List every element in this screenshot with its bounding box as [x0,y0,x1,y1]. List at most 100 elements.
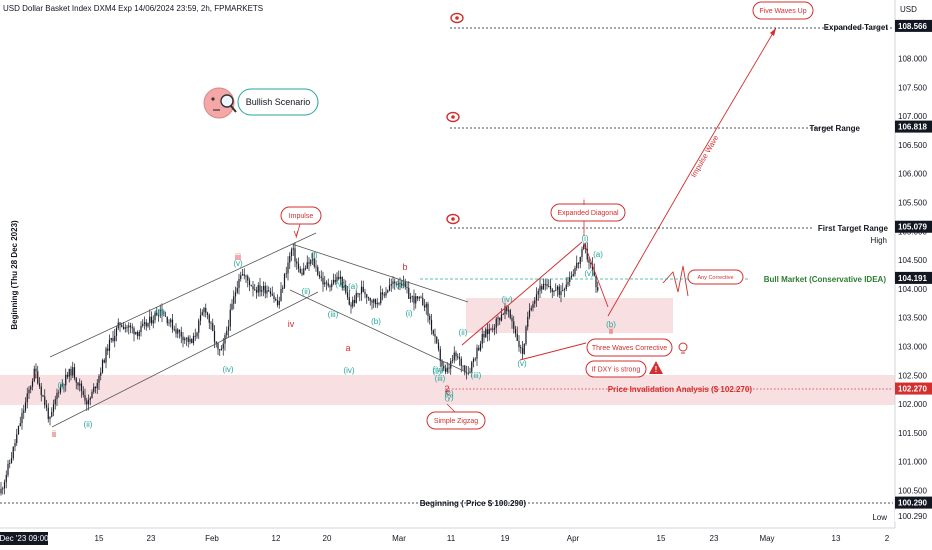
candle-body [495,318,497,328]
candle-body [266,290,268,294]
candle-body [467,372,469,374]
candle-body [203,307,205,313]
candle-body [52,404,55,412]
eye-icon-pupil [455,16,459,20]
candle-body [586,248,588,260]
candle-body [553,290,555,292]
candle-body [271,293,273,296]
candle-body [444,368,447,372]
candle-body [492,328,494,330]
candle-body [339,276,342,279]
candle-body [82,391,84,395]
candle-body [562,289,564,292]
any-corrective-callout: Any Corrective [697,275,733,281]
candle-body [287,262,289,274]
candle-body [516,333,518,342]
candle-body [331,283,333,288]
candle-body [229,309,231,327]
three-waves-callout: Three Waves Corrective [592,345,667,352]
candle-body [47,407,49,420]
y-tick-label: 101.500 [898,429,927,438]
corrective-zigzag [662,265,689,297]
candle-body [79,383,81,386]
candle-body [560,291,562,296]
wave-label-red: 2 [444,384,449,394]
candle-body [576,262,578,268]
candle-body [289,255,291,263]
candle-body [12,446,14,459]
candle-body [406,287,408,288]
time-axis: Dec '23 09:00 15 23 Feb 12 20 Mar 11 19 Apr 15 23 Ma… [0,527,895,545]
wave-label-teal: (v) [233,259,243,268]
candle-body [306,262,308,269]
candle-body [9,462,11,464]
candle-body [583,245,585,250]
candle-body [236,287,238,293]
any-corrective-callout-box [687,269,744,285]
candle-body [497,317,499,319]
impulse-arrow-head [770,28,776,36]
channel-lower-mid [289,289,467,373]
candle-body [135,331,137,335]
candle-body [465,372,468,374]
chart-title: USD Dollar Basket Index DXM4 Exp 14/06/2… [3,4,264,13]
wave-label-red: ii [52,429,56,439]
candle-body [17,425,20,435]
y-tick-label: 104.000 [898,285,927,294]
candle-body [569,277,571,282]
candle-body [397,283,399,286]
candle-body [96,382,98,389]
candle-body [367,297,370,299]
candle-body [462,365,464,367]
candle-body [163,315,165,316]
wave-label-red: iv [288,319,295,329]
candle-body [206,312,209,315]
candle-body [378,302,380,304]
candle-body [65,374,67,386]
candle-body [23,410,25,414]
candle-body [373,299,375,303]
wave-label-teal: (a) [348,282,358,291]
candle-body [364,292,366,295]
wave-label-teal: (b) [371,317,381,326]
candle-body [150,316,153,324]
candle-body [469,371,471,373]
candle-body [374,299,377,305]
candle-body [35,368,37,372]
candle-body [577,262,580,264]
candle-body [180,331,182,337]
candle-body [479,343,482,351]
y-tick-label: 107.500 [898,83,927,92]
candle-body [357,293,359,295]
candle-body [42,395,44,397]
candle-body [44,396,46,405]
wave-label-teal: (iii) [155,308,166,317]
candle-body [387,290,389,293]
candle-body [413,296,415,304]
candle-body [131,327,133,329]
candle-body [360,286,363,294]
impulse-wave-label: Impulse Wave [689,134,720,179]
expanded-diagonal-callout: Expanded Diagonal [557,210,619,217]
candle-body [394,281,396,284]
candle-body [567,281,569,285]
candle-body [455,352,457,357]
warning-icon [649,361,663,374]
candle-body [458,357,461,359]
candle-body [276,300,279,306]
candle-body [147,322,149,327]
candle-body [460,358,462,366]
wave-label-teal: (iv) [501,295,512,304]
high-label: High [871,236,887,245]
candle-body [14,443,16,447]
y-tick-label: 103.500 [898,314,927,323]
candle-body [84,394,86,401]
wave-label-teal: (ii) [433,367,442,376]
candle-body [313,258,315,267]
price-tag-invalidation: 102.270 [898,385,927,394]
candle-body [128,325,130,328]
price-tag-expanded-target: 108.566 [898,22,927,31]
candle-body [411,296,413,298]
